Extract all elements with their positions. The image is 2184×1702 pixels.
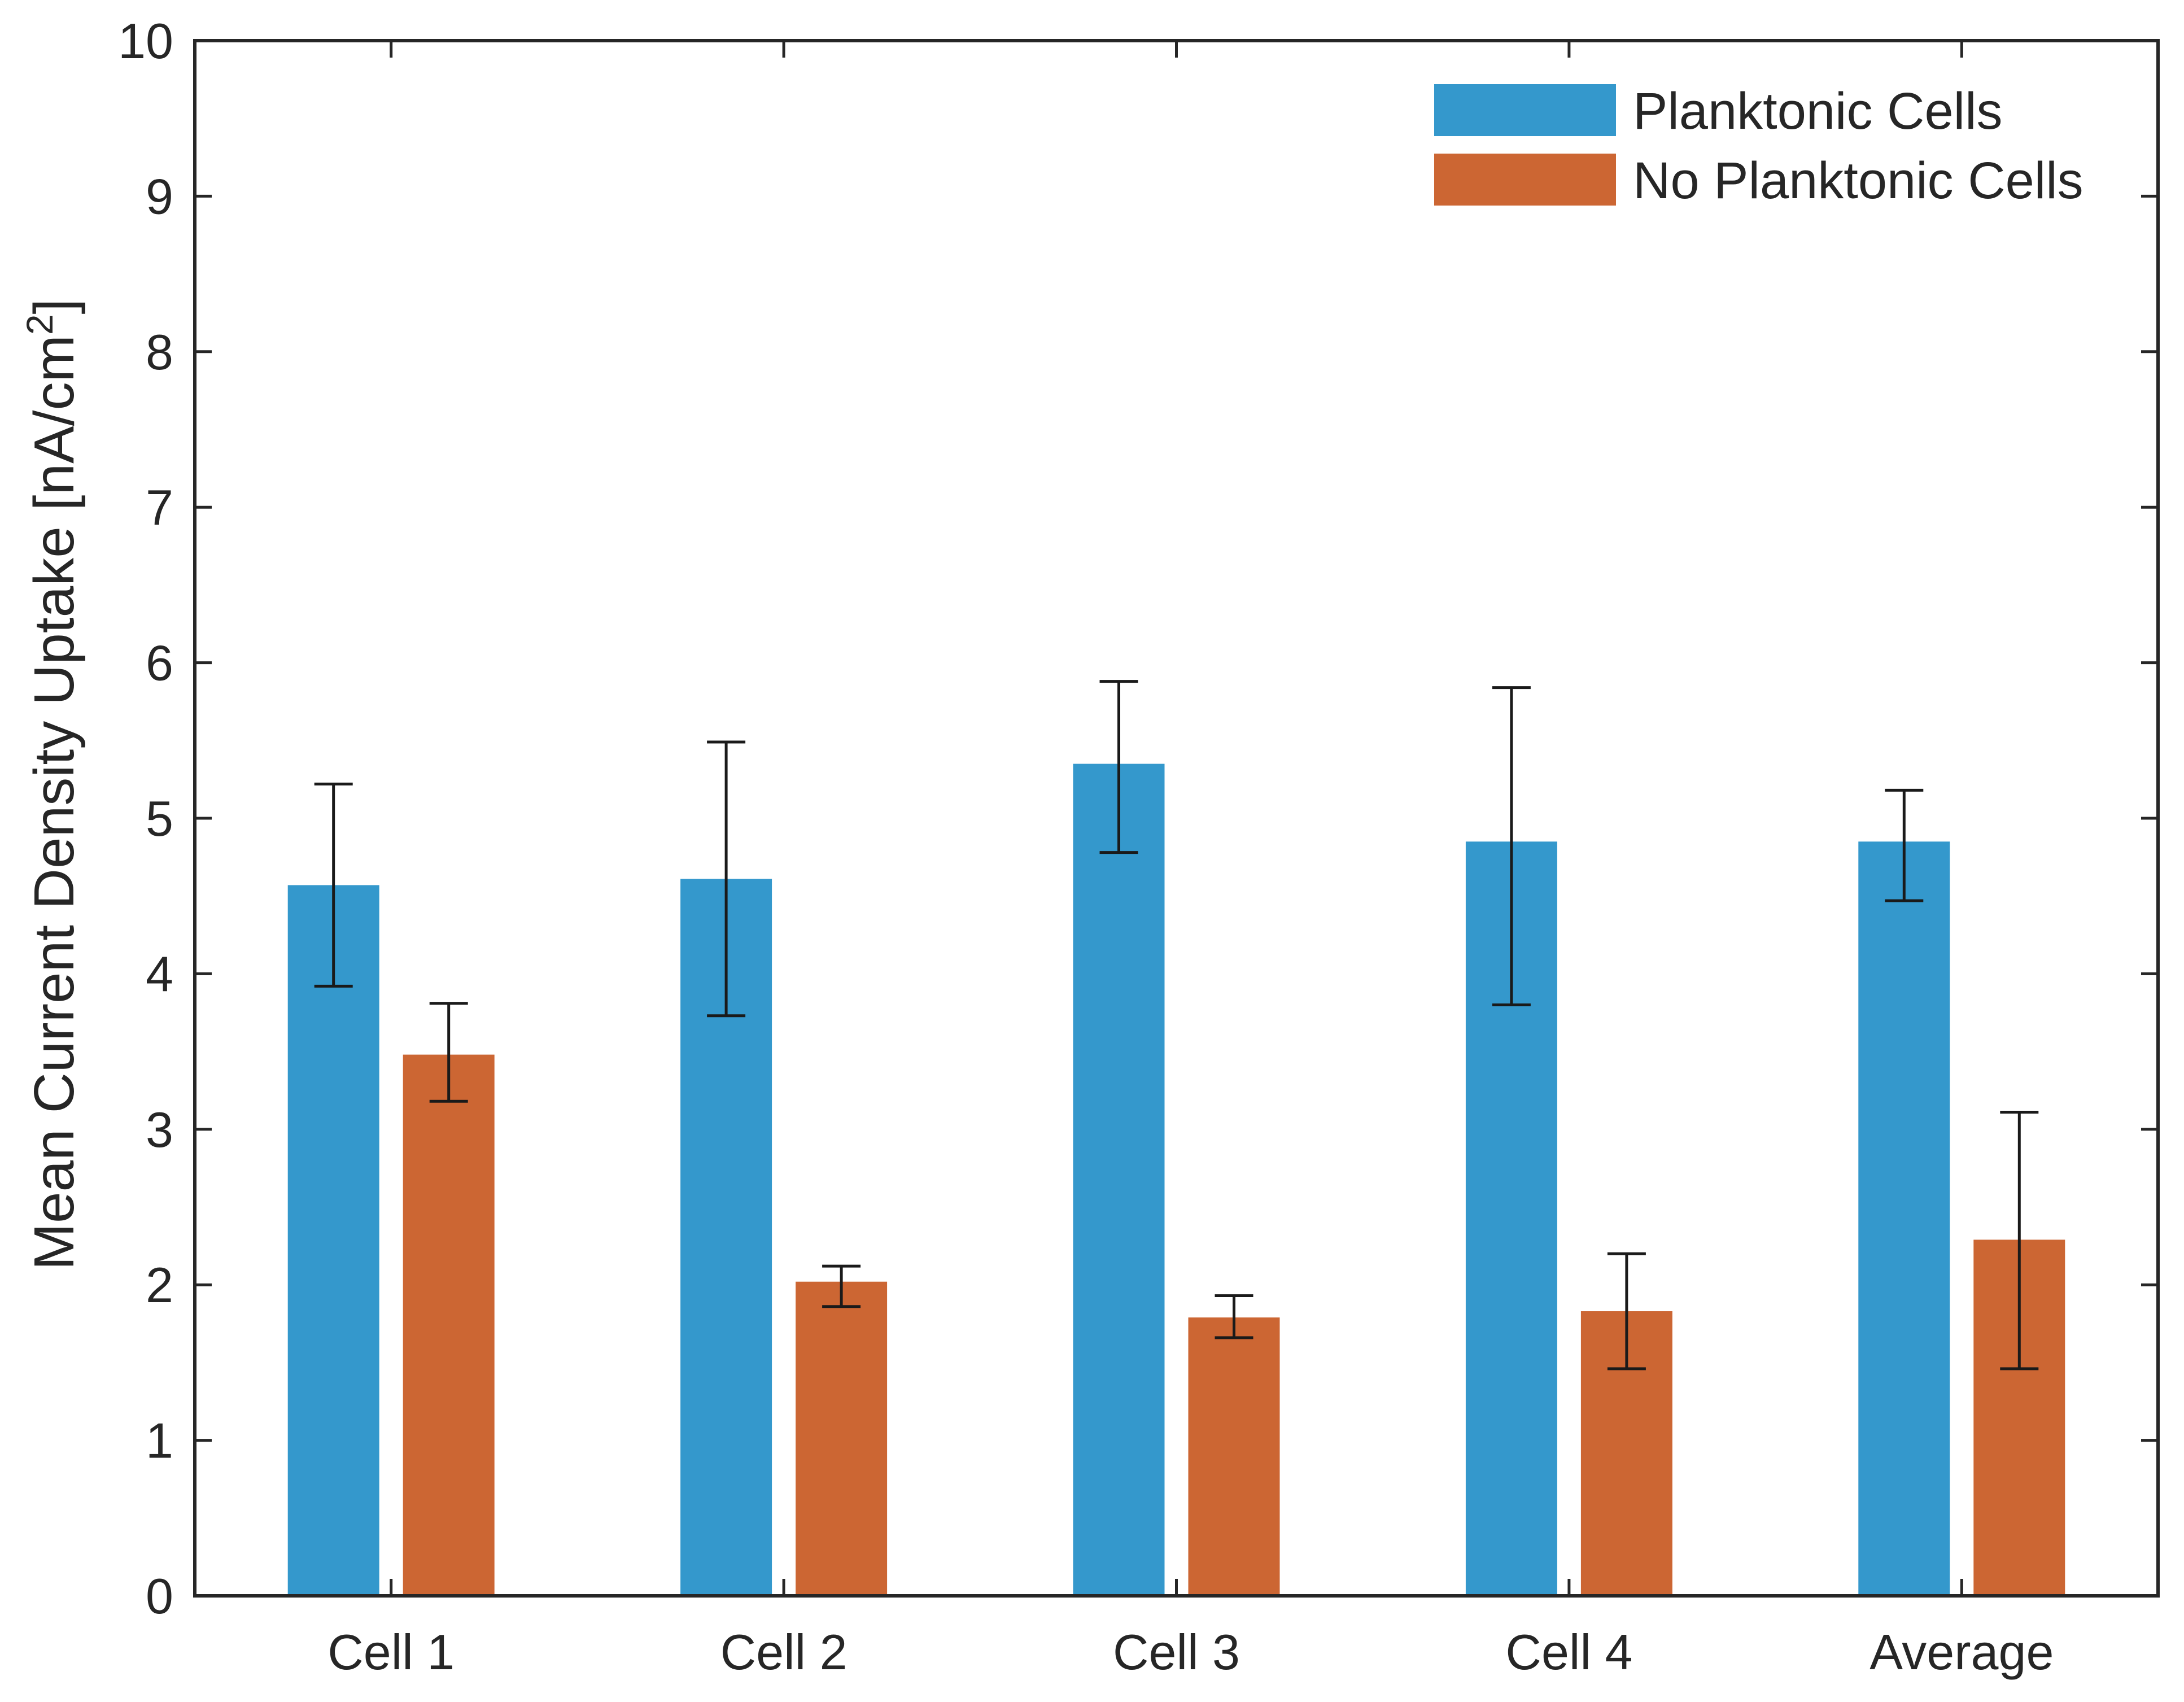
y-tick-label: 7 xyxy=(146,479,173,535)
ticks-layer xyxy=(195,39,2158,1598)
legend-swatch xyxy=(1434,154,1616,206)
y-tick-label: 9 xyxy=(146,168,173,224)
bar-planktonic xyxy=(287,885,379,1596)
bar-no-planktonic xyxy=(796,1281,888,1596)
y-tick-label: 10 xyxy=(118,13,173,69)
y-tick-label: 5 xyxy=(146,791,173,846)
bar-no-planktonic xyxy=(1188,1317,1280,1596)
bar-planktonic xyxy=(1858,841,1950,1596)
y-axis-title-close: ] xyxy=(23,299,86,315)
y-tick-label: 6 xyxy=(146,635,173,691)
legend-swatch xyxy=(1434,84,1616,136)
y-axis-title-main: Mean Current Density Uptake [nA/cm xyxy=(23,335,86,1270)
y-tick-label: 2 xyxy=(146,1257,173,1313)
bar-no-planktonic xyxy=(403,1054,495,1596)
legend-label: Planktonic Cells xyxy=(1633,82,2003,140)
y-axis-title-superscript: 2 xyxy=(19,314,60,335)
legend-label: No Planktonic Cells xyxy=(1633,152,2083,210)
y-axis-title: Mean Current Density Uptake [nA/cm2] xyxy=(19,299,86,1271)
legend: Planktonic Cells No Planktonic Cells xyxy=(1434,82,2083,210)
bars-layer xyxy=(287,763,2065,1596)
y-tick-label: 3 xyxy=(146,1102,173,1158)
x-tick-label: Cell 1 xyxy=(327,1624,455,1680)
error-bars-layer xyxy=(314,680,2039,1371)
x-tick-label: Cell 2 xyxy=(720,1624,848,1680)
y-tick-label: 4 xyxy=(146,946,173,1002)
x-tick-label: Cell 4 xyxy=(1505,1624,1632,1680)
y-tick-label: 0 xyxy=(146,1568,173,1624)
x-tick-label: Cell 3 xyxy=(1113,1624,1240,1680)
bar-planktonic xyxy=(1073,763,1165,1596)
x-tick-label: Average xyxy=(1869,1624,2054,1680)
y-tick-label: 1 xyxy=(146,1413,173,1469)
tick-labels-layer: 0 1 2 3 4 5 6 7 8 9 10 Cell 1 Cell 2 Cell 3 Cell 4 Aver… xyxy=(118,13,2054,1680)
y-tick-label: 8 xyxy=(146,324,173,380)
